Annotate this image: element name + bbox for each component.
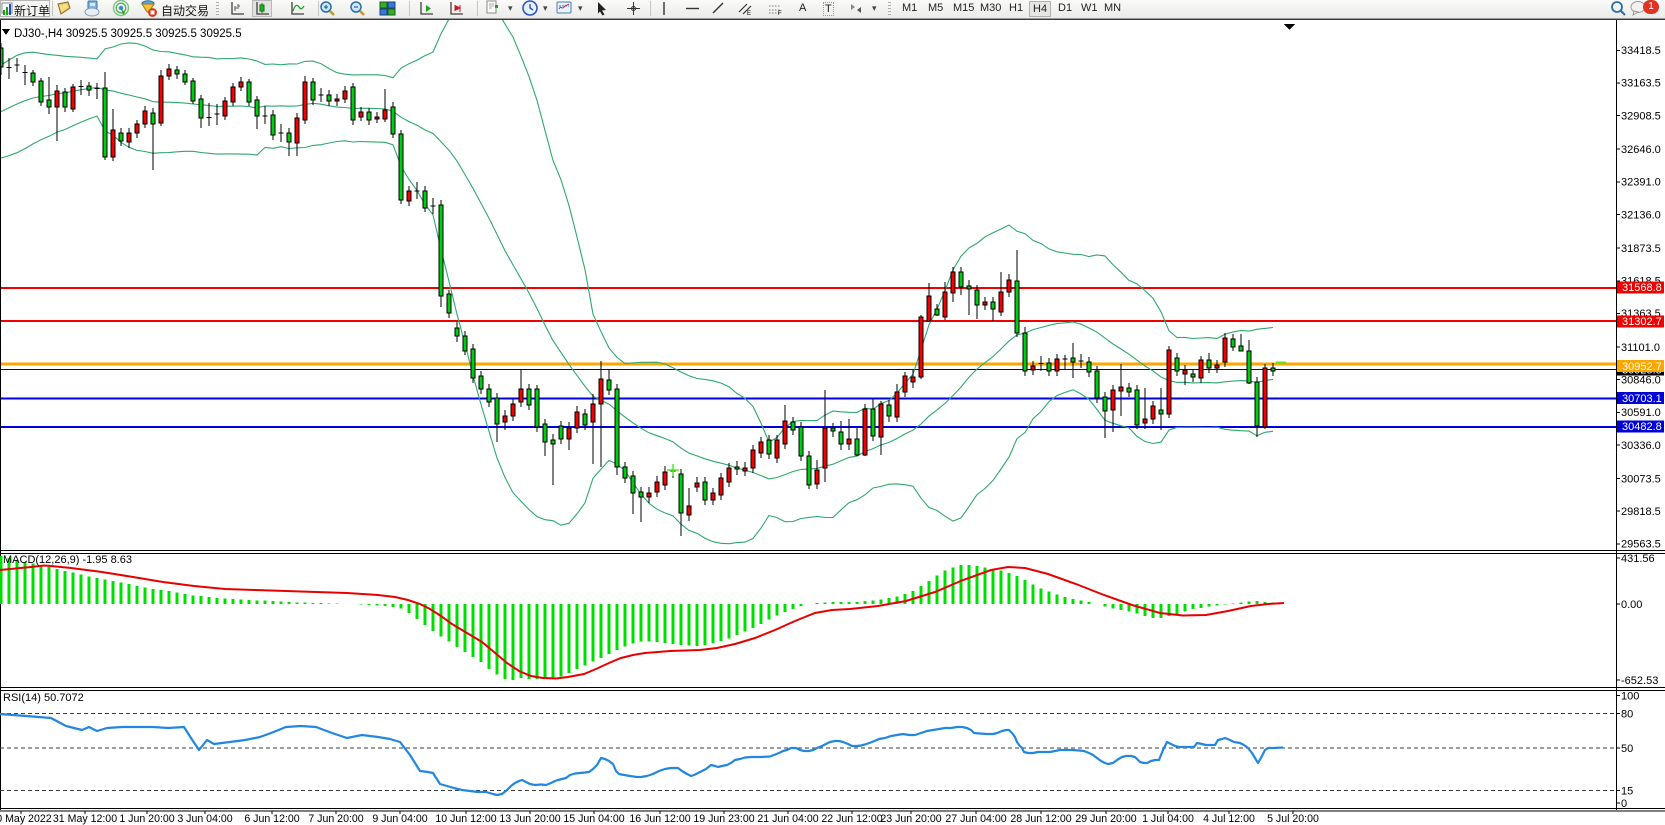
svg-text:31 May 12:00: 31 May 12:00 <box>53 813 117 825</box>
svg-text:9 Jun 04:00: 9 Jun 04:00 <box>372 813 427 825</box>
svg-text:31568.8: 31568.8 <box>1622 282 1662 294</box>
svg-text:22 Jun 12:00: 22 Jun 12:00 <box>821 813 882 825</box>
svg-text:30591.0: 30591.0 <box>1621 407 1661 419</box>
svg-text:21 Jun 04:00: 21 Jun 04:00 <box>757 813 818 825</box>
svg-text:-652.53: -652.53 <box>1621 675 1658 687</box>
svg-text:32136.0: 32136.0 <box>1621 209 1661 221</box>
svg-text:0: 0 <box>1621 798 1627 810</box>
svg-text:32646.0: 32646.0 <box>1621 144 1661 156</box>
svg-text:13 Jun 20:00: 13 Jun 20:00 <box>499 813 560 825</box>
svg-text:50: 50 <box>1621 743 1633 755</box>
svg-text:32908.5: 32908.5 <box>1621 110 1661 122</box>
svg-text:1 Jun 20:00: 1 Jun 20:00 <box>119 813 174 825</box>
svg-text:30 May 2022: 30 May 2022 <box>0 813 52 825</box>
svg-text:32391.0: 32391.0 <box>1621 177 1661 189</box>
svg-text:1 Jul 04:00: 1 Jul 04:00 <box>1142 813 1194 825</box>
svg-text:29563.5: 29563.5 <box>1621 539 1661 551</box>
svg-text:30336.0: 30336.0 <box>1621 440 1661 452</box>
svg-text:30846.0: 30846.0 <box>1621 375 1661 387</box>
svg-text:10 Jun 12:00: 10 Jun 12:00 <box>435 813 496 825</box>
svg-text:27 Jun 04:00: 27 Jun 04:00 <box>945 813 1006 825</box>
svg-text:28 Jun 12:00: 28 Jun 12:00 <box>1010 813 1071 825</box>
svg-text:33418.5: 33418.5 <box>1621 45 1661 57</box>
svg-text:30703.1: 30703.1 <box>1622 393 1662 405</box>
svg-text:E: E <box>747 11 751 17</box>
svg-text:4 Jul 12:00: 4 Jul 12:00 <box>1203 813 1255 825</box>
svg-text:31101.0: 31101.0 <box>1621 342 1660 354</box>
svg-text:DJ30-,H4 30925.5 30925.5 3092: DJ30-,H4 30925.5 30925.5 30925.5 30925.5 <box>14 28 242 40</box>
svg-text:80: 80 <box>1621 709 1633 721</box>
svg-text:31873.5: 31873.5 <box>1621 243 1661 255</box>
svg-text:5 Jul 20:00: 5 Jul 20:00 <box>1267 813 1319 825</box>
svg-text:MACD(12,26,9) -1.95 8.63: MACD(12,26,9) -1.95 8.63 <box>3 554 132 566</box>
svg-text:15: 15 <box>1621 786 1633 798</box>
svg-text:3 Jun 04:00: 3 Jun 04:00 <box>177 813 232 825</box>
svg-text:19 Jun 23:00: 19 Jun 23:00 <box>693 813 754 825</box>
svg-text:23 Jun 20:00: 23 Jun 20:00 <box>880 813 941 825</box>
svg-text:30073.5: 30073.5 <box>1621 473 1661 485</box>
svg-text:F: F <box>778 11 782 17</box>
svg-text:431.56: 431.56 <box>1621 553 1655 565</box>
svg-text:16 Jun 12:00: 16 Jun 12:00 <box>629 813 690 825</box>
svg-text:6 Jun 12:00: 6 Jun 12:00 <box>244 813 299 825</box>
svg-text:31302.7: 31302.7 <box>1622 316 1662 328</box>
svg-text:100: 100 <box>1621 691 1639 703</box>
svg-text:33163.5: 33163.5 <box>1621 78 1661 90</box>
svg-text:30482.8: 30482.8 <box>1622 421 1662 433</box>
svg-text:RSI(14) 50.7072: RSI(14) 50.7072 <box>3 692 84 704</box>
svg-text:15 Jun 04:00: 15 Jun 04:00 <box>563 813 624 825</box>
svg-text:7 Jun 20:00: 7 Jun 20:00 <box>308 813 363 825</box>
svg-text:0.00: 0.00 <box>1621 599 1642 611</box>
svg-text:29818.5: 29818.5 <box>1621 506 1661 518</box>
svg-text:29 Jun 20:00: 29 Jun 20:00 <box>1075 813 1136 825</box>
svg-text:30952.7: 30952.7 <box>1622 361 1662 373</box>
